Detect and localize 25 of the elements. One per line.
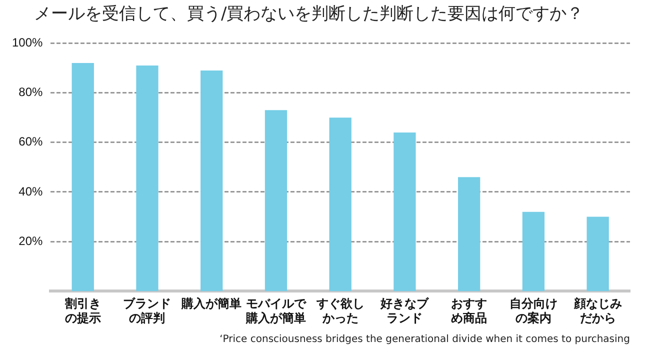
- bar: [72, 63, 94, 292]
- x-tick-label: ブランドの評判: [123, 296, 172, 325]
- text: ‘Price consciousness bridges the generational divide when it comes to purchasing: [220, 334, 630, 345]
- x-tick-label: 好きなブランド: [380, 296, 430, 325]
- bar: [394, 132, 416, 292]
- x-tick-label: 顔なじみだから: [572, 296, 622, 325]
- bar: [264, 110, 288, 292]
- y-tick-label: 80%: [18, 85, 44, 100]
- x-tick-label: 自分向けの案内: [509, 296, 558, 325]
- y-tick-label: 40%: [18, 184, 44, 198]
- x-tick-label: モバイルで購入が簡単: [244, 296, 307, 325]
- bar: [522, 212, 545, 292]
- x-tick-label: 割引きの提示: [64, 296, 101, 325]
- y-tick-label: 20%: [18, 234, 44, 248]
- x-tick-label: おすすめ商品: [451, 296, 488, 325]
- chart-title: メールを受信して、買う/買わないを判断した判断した要因は何ですか？: [34, 3, 584, 25]
- y-tick-label: 100%: [12, 36, 44, 50]
- y-tick-label: 60%: [18, 134, 44, 149]
- x-tick-label: すぐ欲しかった: [315, 296, 364, 325]
- bar: [136, 66, 158, 292]
- x-tick-label: 購入が簡単: [180, 296, 242, 311]
- bar: [586, 216, 609, 292]
- bar: [458, 177, 480, 292]
- bar: [329, 118, 352, 292]
- bar: [200, 70, 223, 292]
